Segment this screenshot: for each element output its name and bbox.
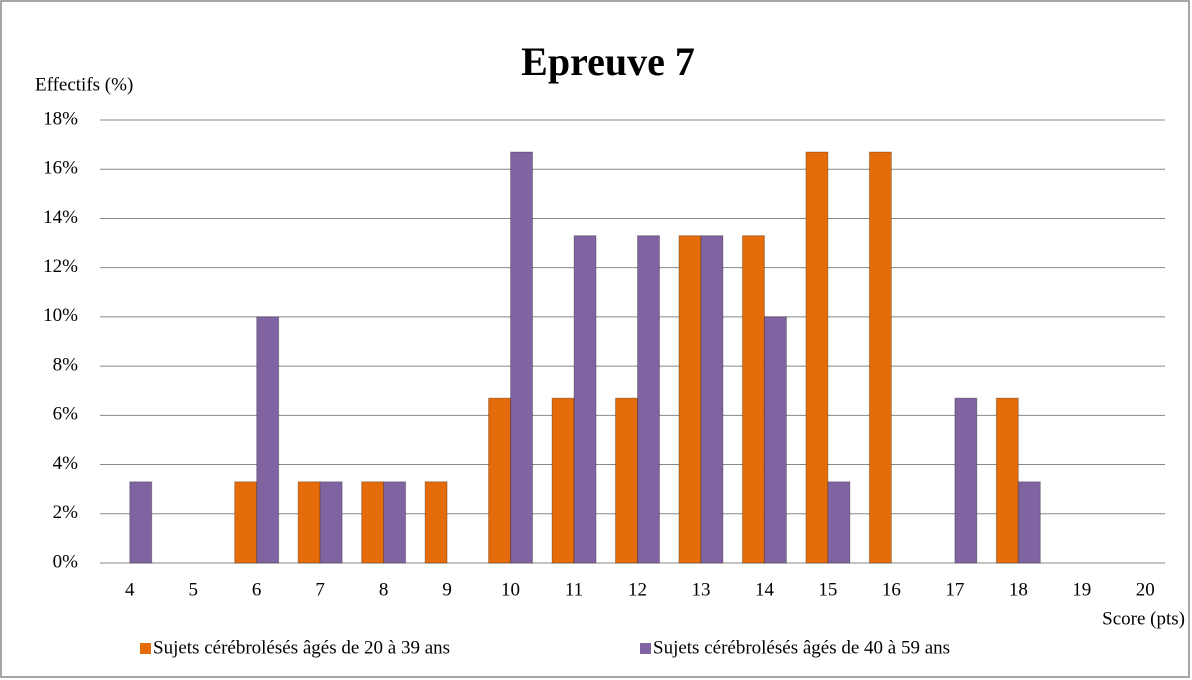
x-tick-label: 11 [565,579,583,600]
x-tick-label: 19 [1072,579,1091,600]
bar [129,481,153,564]
legend-label: Sujets cérébrolésés âgés de 40 à 59 ans [653,637,950,658]
bar [868,151,892,564]
bar [510,151,534,564]
y-tick-label: 8% [53,354,79,375]
bar [805,151,829,564]
bar [319,481,343,564]
bar [827,481,851,564]
bar [615,397,638,564]
bar [256,316,280,564]
x-tick-label: 9 [442,579,452,600]
bar [551,397,575,564]
x-tick-label: 16 [882,579,901,600]
bar [678,235,702,564]
x-tick-label: 13 [691,579,710,600]
y-tick-label: 12% [43,256,78,277]
x-tick-label: 12 [628,579,647,600]
x-tick-label: 8 [379,579,389,600]
bar [234,481,258,564]
chart-title: Epreuve 7 [521,39,695,84]
y-tick-label: 6% [53,404,79,425]
bar [1017,481,1041,564]
y-axis-label: Effectifs (%) [35,74,133,95]
bar [700,235,724,564]
bar [297,481,321,564]
bar [741,235,765,564]
x-tick-label: 18 [1009,579,1028,600]
bar [383,481,407,564]
legend-swatch [640,643,651,654]
legend-label: Sujets cérébrolésés âgés de 20 à 39 ans [153,637,450,658]
x-tick-label: 17 [945,579,964,600]
bar [424,481,448,564]
x-tick-label: 4 [125,579,135,600]
bar [488,397,512,564]
y-tick-label: 18% [43,108,78,129]
bar [573,235,597,564]
bar [637,235,660,564]
x-tick-label: 6 [252,579,262,600]
bar [954,397,978,564]
y-tick-label: 4% [53,453,79,474]
y-tick-label: 10% [43,305,78,326]
x-tick-label: 15 [818,579,837,600]
x-tick-label: 20 [1136,579,1155,600]
legend-swatch [140,643,151,654]
y-tick-label: 2% [53,502,79,523]
x-tick-label: 7 [315,579,325,600]
x-tick-label: 10 [501,579,520,600]
y-tick-label: 14% [43,207,78,228]
bar [995,397,1019,564]
bar [763,316,787,564]
x-axis-label: Score (pts) [1102,608,1185,629]
bar [361,481,385,564]
y-tick-label: 16% [43,158,78,179]
y-tick-label: 0% [53,551,79,572]
x-tick-label: 14 [755,579,775,600]
x-tick-label: 5 [188,579,198,600]
